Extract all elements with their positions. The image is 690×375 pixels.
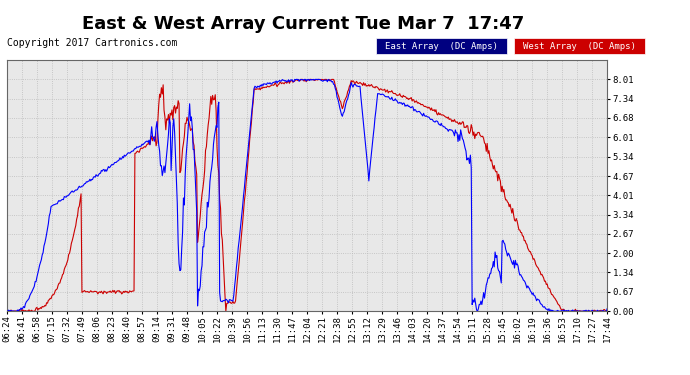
Text: Copyright 2017 Cartronics.com: Copyright 2017 Cartronics.com bbox=[7, 38, 177, 48]
Text: East Array  (DC Amps): East Array (DC Amps) bbox=[385, 42, 498, 51]
Text: West Array  (DC Amps): West Array (DC Amps) bbox=[523, 42, 636, 51]
Text: East & West Array Current Tue Mar 7  17:47: East & West Array Current Tue Mar 7 17:4… bbox=[83, 15, 524, 33]
